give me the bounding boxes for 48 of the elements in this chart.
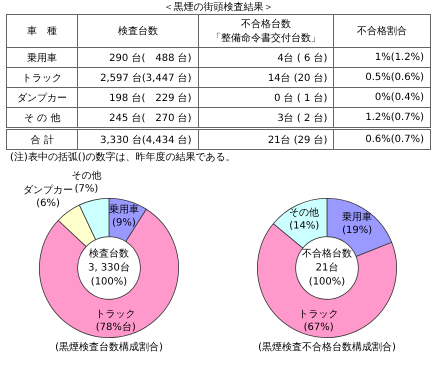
text: 21台 [316,262,338,274]
text: 0%(0.4%) [374,92,424,103]
slice-label: その他 [289,206,320,219]
slice-label: その他 [71,170,102,182]
category-label: 不合格割合 [356,24,408,38]
text: (100%) [308,276,346,288]
text: 1%(1.2%) [374,52,424,63]
text: 0.6%(0.7%) [365,134,424,145]
text: (黒煙検査不合格台数構成割合) [257,340,397,354]
text: 0.5%(0.6%) [365,72,424,83]
category-label: 車 種 [26,24,58,38]
text: ＜黒煙の街頭検査結果＞ [162,0,274,14]
text: 21台 (29 台) [268,134,328,146]
text: 0 台 ( 1 台) [274,92,328,104]
text: 検査台数 [89,248,129,260]
text: 198 台( 229 台) [109,92,192,104]
data-label: (6%) [36,198,60,210]
data-label: (67%) [304,322,334,333]
text: 245 台( 270 台) [109,112,192,124]
slice-label: トラック [298,308,339,320]
data-label: (9%) [112,218,136,229]
text: 4台 ( 6 台) [277,52,328,64]
category-label: そ の 他 [24,112,60,124]
text: 1.2%(0.7%) [365,112,424,123]
slice-label: 乗用車 [108,204,139,216]
text: 2,597 台(3,447 台) [100,72,192,84]
category-label: 乗用車 [27,52,58,64]
text: 3, 330台 [88,262,130,274]
text: (黒煙検査台数構成割合) [54,340,164,354]
category-label: 不合格台数「整備命令書交付台数」 [210,18,322,45]
text: (100%) [90,276,128,288]
category-label: 検査台数 [116,24,159,38]
data-label: (19%) [342,224,372,236]
data-label: (78%台) [96,321,136,334]
slice-label: ダンプカー [23,184,74,196]
text: 3,330 台(4,434 台) [100,134,192,146]
category-label: ダンプカー [17,92,68,104]
text: 不合格台数 [302,248,352,260]
category-label: 合 計 [30,134,54,146]
data-label: (7%) [74,184,98,195]
category-label: トラック [22,72,62,84]
data-label: (14%) [289,220,320,232]
text: 290 台( 488 台) [109,52,192,64]
slice-label: トラック [96,309,136,320]
slice-label: 乗用車 [342,210,372,223]
text: 14台 (20 台) [268,72,328,84]
text: 3台 ( 2 台) [277,112,328,124]
text: (注)表中の括弧()の数字は、昨年度の結果である。 [10,150,237,164]
